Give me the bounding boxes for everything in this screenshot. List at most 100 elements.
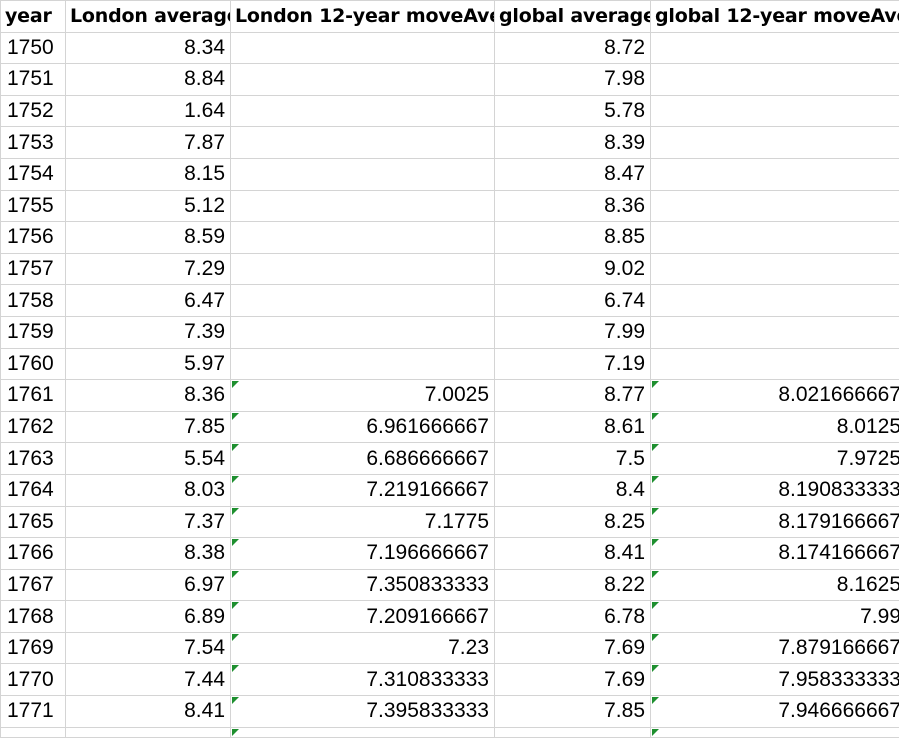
cell-year[interactable]: 1757: [0, 252, 66, 286]
cell-year[interactable]: 1770: [0, 663, 66, 697]
cell-global-moving-average[interactable]: [650, 221, 899, 254]
cell-global-average[interactable]: 7.85: [494, 695, 651, 728]
cell-global-average[interactable]: 9.02: [494, 252, 651, 286]
cell-global-average[interactable]: 8.25: [494, 505, 651, 539]
cell-year[interactable]: 1767: [0, 568, 66, 602]
cell-year[interactable]: 1764: [0, 473, 66, 507]
cell-global-average[interactable]: 8.61: [494, 410, 651, 444]
cell-london-moving-average[interactable]: 7.310833333: [230, 663, 495, 697]
cell-year[interactable]: 1756: [0, 221, 66, 254]
cell-global-average[interactable]: 7.98: [494, 63, 651, 96]
cell-year[interactable]: 1762: [0, 410, 66, 444]
cell-london-average[interactable]: 5.12: [65, 189, 231, 223]
cell-global-moving-average[interactable]: [650, 94, 899, 128]
cell-year[interactable]: 1763: [0, 442, 66, 475]
cell-global-moving-average[interactable]: 7.879166667: [650, 631, 899, 665]
cell-london-average[interactable]: 8.03: [65, 473, 231, 507]
cell-london-average[interactable]: 8.36: [65, 379, 231, 412]
cell-london-average[interactable]: 5.54: [65, 442, 231, 475]
cell-partial[interactable]: [65, 726, 231, 738]
cell-year[interactable]: 1766: [0, 537, 66, 570]
cell-year[interactable]: 1752: [0, 94, 66, 128]
cell-london-moving-average[interactable]: [230, 157, 495, 191]
cell-london-average[interactable]: 1.64: [65, 94, 231, 128]
cell-london-moving-average[interactable]: [230, 94, 495, 128]
header-cell-year[interactable]: year: [0, 0, 66, 33]
cell-london-moving-average[interactable]: 7.209166667: [230, 600, 495, 633]
cell-partial[interactable]: [0, 726, 66, 738]
cell-london-moving-average[interactable]: 6.686666667: [230, 442, 495, 475]
cell-global-moving-average[interactable]: [650, 284, 899, 317]
cell-partial[interactable]: [494, 726, 651, 738]
cell-global-moving-average[interactable]: [650, 31, 899, 65]
cell-london-moving-average[interactable]: 7.196666667: [230, 537, 495, 570]
cell-london-average[interactable]: 5.97: [65, 347, 231, 381]
cell-global-average[interactable]: 8.72: [494, 31, 651, 65]
cell-london-moving-average[interactable]: [230, 126, 495, 159]
cell-london-moving-average[interactable]: 7.219166667: [230, 473, 495, 507]
cell-global-moving-average[interactable]: [650, 157, 899, 191]
cell-london-moving-average[interactable]: [230, 189, 495, 223]
header-cell-global-average[interactable]: global average: [494, 0, 651, 33]
cell-global-average[interactable]: 6.74: [494, 284, 651, 317]
cell-global-moving-average[interactable]: 8.1625: [650, 568, 899, 602]
cell-year[interactable]: 1761: [0, 379, 66, 412]
cell-year[interactable]: 1768: [0, 600, 66, 633]
cell-london-moving-average[interactable]: [230, 252, 495, 286]
cell-london-average[interactable]: 7.39: [65, 315, 231, 349]
cell-global-average[interactable]: 7.19: [494, 347, 651, 381]
cell-year[interactable]: 1760: [0, 347, 66, 381]
cell-london-moving-average[interactable]: [230, 31, 495, 65]
cell-london-moving-average[interactable]: [230, 221, 495, 254]
cell-global-moving-average[interactable]: 8.0125: [650, 410, 899, 444]
cell-london-average[interactable]: 6.89: [65, 600, 231, 633]
cell-partial[interactable]: [650, 726, 899, 738]
cell-london-moving-average[interactable]: 6.961666667: [230, 410, 495, 444]
cell-london-average[interactable]: 7.44: [65, 663, 231, 697]
cell-global-moving-average[interactable]: [650, 252, 899, 286]
cell-year[interactable]: 1769: [0, 631, 66, 665]
cell-london-average[interactable]: 6.47: [65, 284, 231, 317]
cell-year[interactable]: 1750: [0, 31, 66, 65]
header-cell-london-moving-average[interactable]: London 12-year moveAve: [230, 0, 495, 33]
cell-london-average[interactable]: 7.54: [65, 631, 231, 665]
cell-global-average[interactable]: 8.85: [494, 221, 651, 254]
cell-year[interactable]: 1759: [0, 315, 66, 349]
cell-london-moving-average[interactable]: [230, 63, 495, 96]
cell-london-moving-average[interactable]: [230, 347, 495, 381]
cell-global-moving-average[interactable]: 7.958333333: [650, 663, 899, 697]
cell-global-moving-average[interactable]: 7.946666667: [650, 695, 899, 728]
header-cell-global-moving-average[interactable]: global 12-year moveAve: [650, 0, 899, 33]
cell-year[interactable]: 1755: [0, 189, 66, 223]
cell-london-moving-average[interactable]: 7.395833333: [230, 695, 495, 728]
cell-global-average[interactable]: 8.41: [494, 537, 651, 570]
cell-london-average[interactable]: 8.15: [65, 157, 231, 191]
cell-global-average[interactable]: 7.69: [494, 631, 651, 665]
cell-global-average[interactable]: 8.47: [494, 157, 651, 191]
cell-london-average[interactable]: 7.37: [65, 505, 231, 539]
cell-year[interactable]: 1753: [0, 126, 66, 159]
cell-london-moving-average[interactable]: 7.0025: [230, 379, 495, 412]
cell-partial[interactable]: [230, 726, 495, 738]
cell-global-moving-average[interactable]: [650, 347, 899, 381]
cell-year[interactable]: 1751: [0, 63, 66, 96]
cell-global-average[interactable]: 6.78: [494, 600, 651, 633]
cell-london-moving-average[interactable]: [230, 315, 495, 349]
cell-global-average[interactable]: 8.77: [494, 379, 651, 412]
cell-london-average[interactable]: 7.87: [65, 126, 231, 159]
cell-london-average[interactable]: 8.34: [65, 31, 231, 65]
cell-london-average[interactable]: 7.29: [65, 252, 231, 286]
cell-global-average[interactable]: 7.69: [494, 663, 651, 697]
cell-london-moving-average[interactable]: [230, 284, 495, 317]
cell-year[interactable]: 1758: [0, 284, 66, 317]
cell-year[interactable]: 1765: [0, 505, 66, 539]
cell-london-average[interactable]: 6.97: [65, 568, 231, 602]
cell-global-moving-average[interactable]: [650, 315, 899, 349]
cell-global-average[interactable]: 8.4: [494, 473, 651, 507]
cell-london-average[interactable]: 7.85: [65, 410, 231, 444]
cell-global-average[interactable]: 8.36: [494, 189, 651, 223]
cell-global-average[interactable]: 7.99: [494, 315, 651, 349]
cell-global-moving-average[interactable]: 7.99: [650, 600, 899, 633]
cell-global-average[interactable]: 5.78: [494, 94, 651, 128]
cell-global-average[interactable]: 7.5: [494, 442, 651, 475]
